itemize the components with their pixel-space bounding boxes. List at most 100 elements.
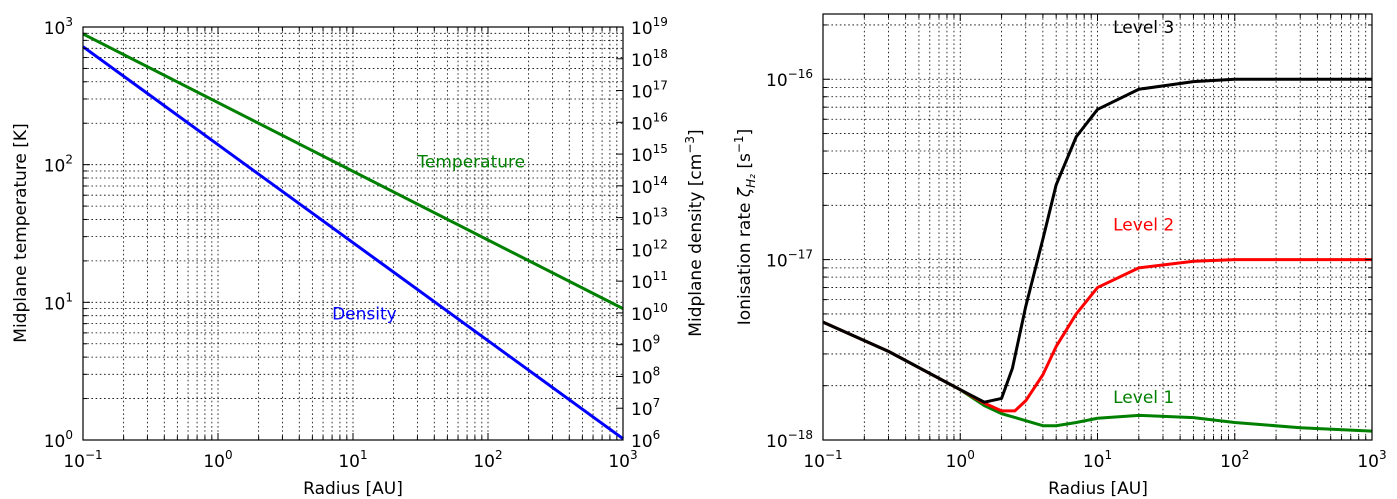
y-tick-label-exp: −17: [788, 248, 813, 262]
y2-tick-label: 106: [631, 428, 660, 452]
x-tick-label-exp: 0: [225, 448, 233, 462]
x-tick-label-exp: 1: [360, 448, 368, 462]
y-tick-label-exp: −18: [788, 428, 813, 442]
right-y-axis-label: Ionisation rate ζH₂ [s−1]: [732, 129, 758, 325]
y2-tick-label-base: 10: [631, 273, 653, 293]
right-lines: [822, 77, 1373, 433]
series-line-density: [82, 45, 624, 440]
y2-tick-label-base: 10: [631, 337, 653, 357]
series-line-level-3: [822, 77, 1372, 404]
left-y2-axis-label-close: ]: [686, 129, 706, 136]
annotation-level-3: Level 3: [1113, 18, 1174, 38]
x-tick-label-base: 10: [1357, 452, 1379, 472]
y-tick-label: 100: [44, 428, 73, 452]
y2-tick-label-base: 10: [631, 305, 653, 325]
y2-tick-label-base: 10: [631, 146, 653, 166]
y-tick-label: 101: [44, 290, 73, 314]
y2-tick-label-base: 10: [631, 368, 653, 388]
y2-tick-label-base: 10: [631, 432, 653, 452]
x-tick-label: 101: [338, 448, 367, 472]
y-tick-label-base: 10: [44, 432, 66, 452]
x-tick-label: 100: [203, 448, 232, 472]
y2-tick-label: 1012: [631, 237, 668, 261]
y2-tick-label-base: 10: [631, 19, 653, 39]
y-tick-label: 102: [44, 153, 73, 177]
y2-tick-label-exp: 15: [653, 142, 668, 156]
x-tick-label: 103: [1357, 448, 1386, 472]
right-y-axis-label-unit-open: [s: [735, 153, 755, 174]
y2-tick-label: 1014: [631, 174, 668, 198]
left-y-axis-label: Midplane temperature [K]: [11, 123, 31, 342]
right-ticks: [822, 14, 1373, 441]
y2-tick-label: 1018: [631, 47, 668, 71]
x-tick-label-base: 10: [803, 452, 825, 472]
y2-tick-label-exp: 11: [653, 269, 668, 283]
y2-tick-label-base: 10: [631, 178, 653, 198]
y2-tick-label-exp: 6: [653, 428, 661, 442]
right-y-axis-label-unit-close: ]: [735, 129, 755, 136]
right-y-axis-label-sub: H₂: [744, 174, 758, 188]
x-tick-label-exp: 3: [630, 448, 638, 462]
y-tick-label-base: 10: [766, 71, 788, 91]
y2-tick-label: 1011: [631, 269, 668, 293]
x-tick-label-base: 10: [338, 452, 360, 472]
x-tick-label-base: 10: [63, 452, 85, 472]
x-tick-label-exp: −1: [825, 448, 843, 462]
y-tick-label-exp: 3: [65, 15, 73, 29]
annotation-density: Density: [332, 305, 397, 325]
right-y-axis-label-text: Ionisation rate: [735, 197, 755, 325]
y2-tick-label-base: 10: [631, 400, 653, 420]
x-tick-label-base: 10: [473, 452, 495, 472]
x-tick-label-exp: 0: [967, 448, 975, 462]
series-line-temperature: [82, 32, 624, 310]
left-y2-axis-label-exp: −3: [683, 136, 697, 154]
y2-tick-label-exp: 9: [653, 333, 661, 347]
x-tick-label: 102: [473, 448, 502, 472]
y2-tick-label-base: 10: [631, 241, 653, 261]
y2-tick-label-base: 10: [631, 51, 653, 71]
x-tick-label-base: 10: [1083, 452, 1105, 472]
y-tick-label-exp: 1: [65, 290, 73, 304]
left-y2-axis-label-text: Midplane density [cm: [686, 154, 706, 337]
right-x-axis-label: Radius [AU]: [1048, 479, 1148, 499]
y-tick-label: 10−17: [766, 248, 813, 272]
y2-tick-label-exp: 18: [653, 47, 668, 61]
y-tick-label: 10−16: [766, 67, 813, 91]
y2-tick-label: 108: [631, 364, 660, 388]
y-tick-label-exp: −16: [788, 67, 813, 81]
right-y-axis-label-unit-exp: −1: [732, 135, 746, 153]
x-tick-label-base: 10: [1220, 452, 1242, 472]
y2-tick-label: 1015: [631, 142, 668, 166]
left-y2-tick-labels: 1061071081091010101110121013101410151016…: [631, 15, 668, 452]
right-grid: [822, 14, 1373, 441]
left-ticks: [82, 26, 624, 441]
y2-tick-label: 1010: [631, 301, 668, 325]
x-tick-label: 103: [608, 448, 637, 472]
y-tick-label-base: 10: [766, 432, 788, 452]
y-tick-label-base: 10: [44, 294, 66, 314]
left-lines: [82, 32, 624, 440]
x-tick-label-exp: 2: [1242, 448, 1250, 462]
y2-tick-label: 107: [631, 396, 660, 420]
x-tick-label: 100: [946, 448, 975, 472]
left-x-axis-label: Radius [AU]: [303, 479, 403, 499]
y2-tick-label: 1016: [631, 110, 668, 134]
right-x-tick-labels: 10−1 100 101 102 103: [803, 448, 1386, 472]
x-tick-label-base: 10: [608, 452, 630, 472]
y-tick-label-exp: 0: [65, 428, 73, 442]
y2-tick-label-exp: 13: [653, 206, 668, 220]
right-y-axis-label-symbol: ζ: [735, 186, 755, 198]
left-x-tick-labels: 10−1 100 101 102 103: [63, 448, 637, 472]
y-tick-label-base: 10: [766, 252, 788, 272]
x-tick-label-base: 10: [946, 452, 968, 472]
y2-tick-label-exp: 7: [653, 396, 661, 410]
y2-tick-label: 1019: [631, 15, 668, 39]
x-tick-label-exp: 1: [1105, 448, 1113, 462]
x-tick-label: 101: [1083, 448, 1112, 472]
x-tick-label-exp: 2: [495, 448, 503, 462]
x-tick-label-base: 10: [203, 452, 225, 472]
